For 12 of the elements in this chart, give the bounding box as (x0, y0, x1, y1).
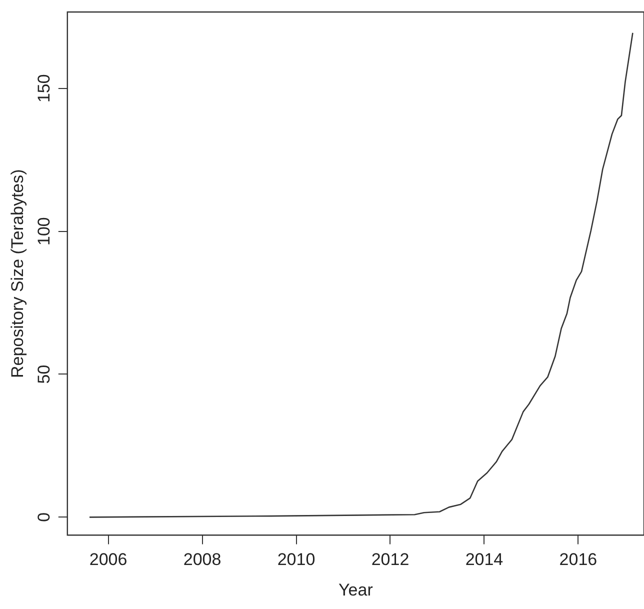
y-tick-label: 50 (34, 364, 54, 384)
y-tick-label: 0 (34, 512, 54, 522)
y-tick-label: 150 (34, 74, 54, 103)
x-axis-title: Year (338, 580, 374, 600)
x-tick-label: 2006 (89, 550, 128, 570)
y-axis-title: Repository Size (Terabytes) (8, 169, 27, 378)
y-tick-label: 100 (34, 217, 54, 246)
x-tick-label: 2016 (559, 550, 598, 570)
x-tick-label: 2012 (371, 550, 410, 570)
x-tick-label: 2010 (277, 550, 316, 570)
x-tick-label: 2014 (465, 550, 504, 570)
x-tick-label: 2008 (183, 550, 222, 570)
